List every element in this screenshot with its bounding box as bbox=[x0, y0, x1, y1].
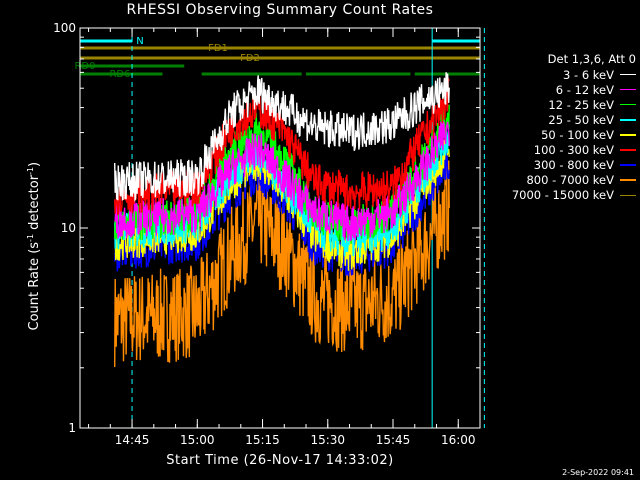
x-tick-label: 15:15 bbox=[245, 433, 280, 447]
y-tick-label: 10 bbox=[61, 221, 76, 235]
legend-entry: 3 - 6 keV bbox=[488, 67, 636, 82]
annotation-label-fd1: FD1 bbox=[208, 43, 228, 54]
legend-label: 25 - 50 keV bbox=[548, 112, 614, 127]
legend: Det 1,3,6, Att 0 3 - 6 keV 6 - 12 keV 12 -… bbox=[488, 52, 636, 203]
annotation-label-n: N bbox=[136, 36, 143, 47]
legend-entry: 6 - 12 keV bbox=[488, 82, 636, 97]
series-line-5 bbox=[114, 75, 450, 216]
annotation-label-rd0: RD0 bbox=[74, 61, 95, 72]
legend-label: 12 - 25 keV bbox=[548, 97, 614, 112]
legend-swatch bbox=[620, 179, 636, 181]
x-tick-label: 15:00 bbox=[180, 433, 215, 447]
x-axis-label: Start Time (26-Nov-17 14:33:02) bbox=[166, 453, 394, 468]
legend-swatch bbox=[620, 164, 636, 166]
legend-label: 6 - 12 keV bbox=[555, 82, 614, 97]
annotation-label-rd6: RD6 bbox=[109, 69, 130, 80]
legend-swatch bbox=[620, 119, 636, 121]
y-tick-label: 1 bbox=[68, 421, 76, 435]
legend-label: 100 - 300 keV bbox=[533, 143, 614, 158]
series-line-7 bbox=[114, 160, 450, 368]
annotation-label-fd2: FD2 bbox=[240, 53, 260, 64]
y-tick-label: 100 bbox=[53, 21, 76, 35]
legend-entry: 300 - 800 keV bbox=[488, 158, 636, 173]
legend-label: 50 - 100 keV bbox=[541, 127, 614, 142]
legend-swatch bbox=[620, 103, 636, 106]
x-tick-label: 15:30 bbox=[310, 433, 345, 447]
legend-title: Det 1,3,6, Att 0 bbox=[547, 52, 636, 66]
legend-entry: 100 - 300 keV bbox=[488, 142, 636, 157]
x-tick-label: 14:45 bbox=[115, 433, 150, 447]
legend-entry: 12 - 25 keV bbox=[488, 97, 636, 112]
y-axis-label: Count Rate (s-1 detector-1) bbox=[25, 161, 43, 331]
legend-entry: 800 - 7000 keV bbox=[488, 173, 636, 188]
legend-label: 800 - 7000 keV bbox=[526, 173, 614, 188]
legend-swatch bbox=[620, 134, 636, 136]
legend-swatch bbox=[620, 149, 636, 151]
x-tick-label: 16:00 bbox=[441, 433, 476, 447]
legend-label: 3 - 6 keV bbox=[563, 67, 614, 82]
legend-swatch bbox=[620, 194, 636, 197]
chart-title: RHESSI Observing Summary Count Rates bbox=[126, 2, 434, 18]
legend-label: 7000 - 15000 keV bbox=[511, 188, 614, 203]
legend-swatch bbox=[620, 88, 636, 91]
legend-entry: 7000 - 15000 keV bbox=[488, 188, 636, 203]
legend-swatch bbox=[620, 73, 636, 76]
x-tick-label: 15:45 bbox=[376, 433, 411, 447]
legend-label: 300 - 800 keV bbox=[533, 158, 614, 173]
legend-entry: 25 - 50 keV bbox=[488, 112, 636, 127]
series-line-1 bbox=[114, 121, 450, 242]
legend-entry: 50 - 100 keV bbox=[488, 127, 636, 142]
timestamp: 2-Sep-2022 09:41 bbox=[562, 468, 634, 477]
series-line-0 bbox=[114, 72, 450, 203]
